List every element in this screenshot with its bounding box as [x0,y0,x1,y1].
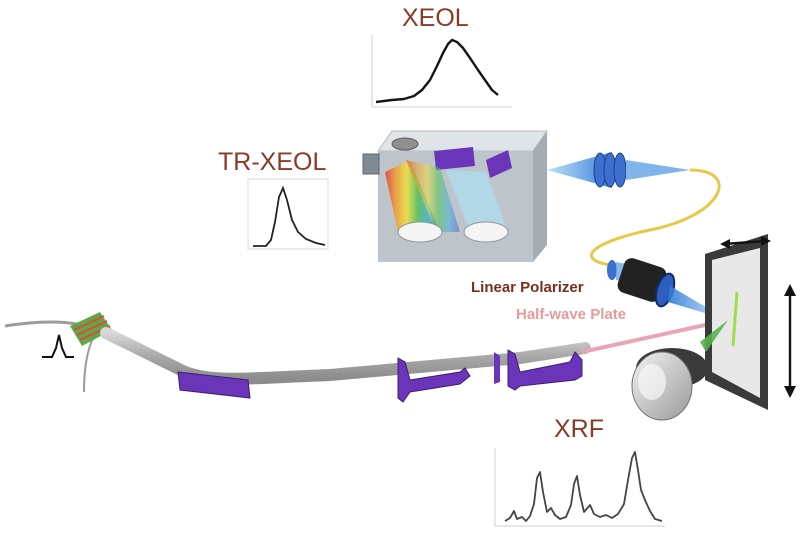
xrf-label: XRF [554,415,604,443]
dispersed-light-beams [385,160,440,232]
stage-translation-arrows [720,236,796,398]
focusing-optics-1 [397,357,471,403]
sample-stage [700,234,768,410]
trxeol-decay-inset [247,178,329,250]
linear-polarizer-label: Linear Polarizer [471,279,584,296]
synchrotron-beamline [4,312,729,403]
xeol-label: XEOL [402,4,469,32]
fold-mirror-1 [434,147,475,170]
beamline-mirror [177,371,251,399]
trxeol-decay-curve [253,185,326,247]
focusing-optics-2 [494,352,500,384]
xeol-spectrum-curve [375,38,499,104]
polarized-x-ray-beam [581,318,729,354]
focusing-optics-3 [507,349,583,391]
grating-mirror [391,137,419,151]
xrf-spectrum-inset [494,448,665,527]
xrf-detector [631,348,708,421]
optical-fiber [589,168,721,267]
sample [731,291,739,347]
xrf-spectrum-curve [504,451,663,522]
entrance-slit [362,153,380,175]
fold-mirror-2 [486,150,512,178]
half-wave-plate-label: Half-wave Plate [516,306,627,323]
xeol-spectrum-inset [371,35,512,108]
collection-lens-assembly [547,152,690,188]
x-ray-pulse-profile [42,334,74,358]
spectrometer-box [362,130,548,262]
trxeol-label: TR-XEOL [218,148,327,176]
